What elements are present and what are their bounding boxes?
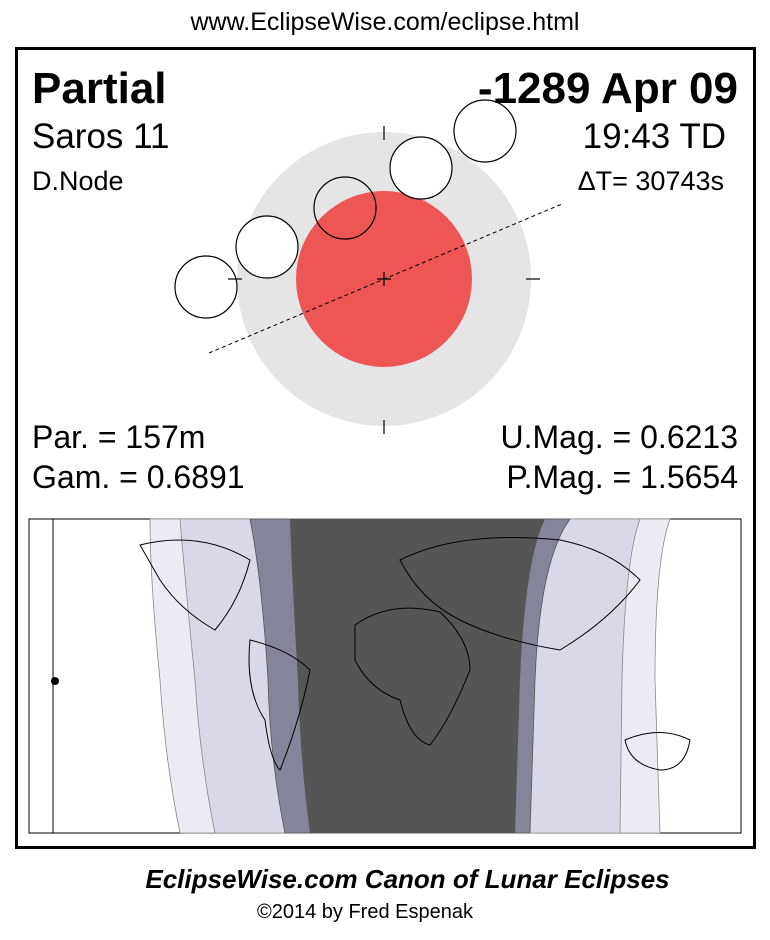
- saros-number: Saros 11: [32, 117, 170, 156]
- continent-outlines: [139, 537, 691, 771]
- delta-t: ΔT= 30743s: [577, 166, 724, 196]
- partial-duration: Par. = 157m: [32, 419, 206, 455]
- axis-ticks: [228, 126, 540, 434]
- moon-positions: [174, 99, 517, 319]
- moon-u4: [389, 136, 453, 200]
- footer-copyright: ©2014 by Fred Espenak: [257, 901, 473, 923]
- footer-title: EclipseWise.com Canon of Lunar Eclipses: [145, 864, 670, 894]
- moon-p4: [453, 99, 517, 163]
- moon-greatest: [313, 176, 377, 240]
- node-label: D.Node: [32, 166, 124, 196]
- moon-u1: [235, 215, 299, 279]
- greatest-eclipse-marker: [51, 677, 59, 685]
- moon-p1: [174, 255, 238, 319]
- penumbral-magnitude: P.Mag. = 1.5654: [506, 459, 738, 495]
- source-url: www.EclipseWise.com/eclipse.html: [190, 8, 580, 36]
- eclipse-panel: [15, 47, 756, 849]
- visibility-map: [28, 518, 742, 834]
- eclipse-date: -1289 Apr 09: [477, 64, 738, 113]
- eclipse-type: Partial: [32, 64, 167, 113]
- gamma: Gam. = 0.6891: [32, 459, 245, 495]
- umbral-magnitude: U.Mag. = 0.6213: [500, 419, 738, 455]
- eclipse-time: 19:43 TD: [582, 117, 726, 156]
- map-night: [290, 519, 545, 833]
